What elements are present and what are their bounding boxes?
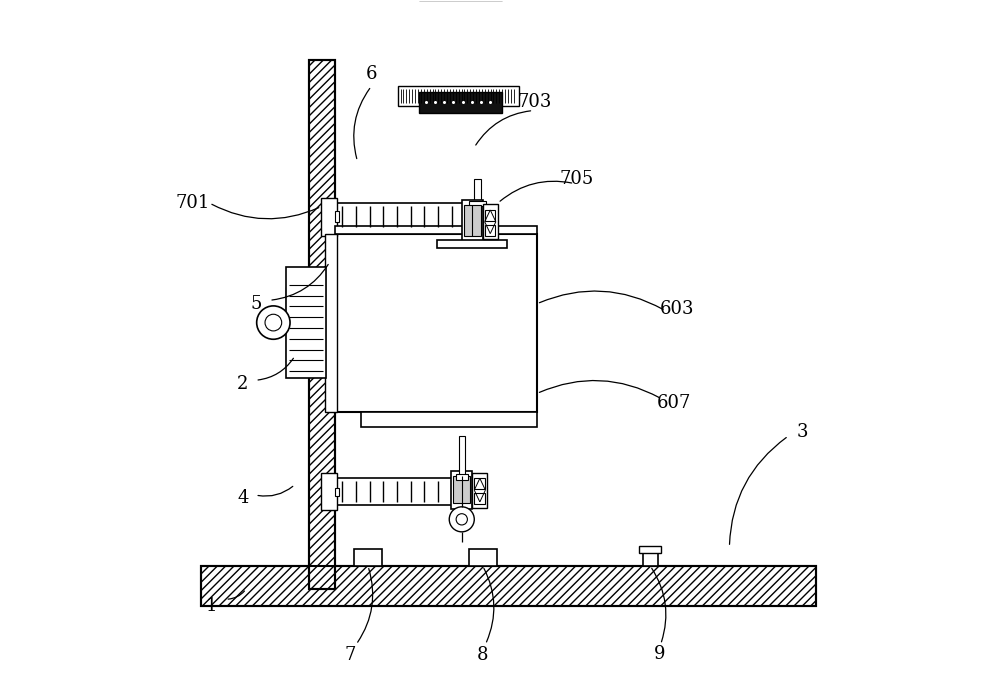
Bar [335,203,471,231]
Bar [485,210,495,221]
Circle shape [257,306,290,339]
Bar [335,211,339,223]
Text: 705: 705 [559,170,594,188]
Bar [459,436,465,477]
Bar [639,547,661,554]
Bar [474,493,485,504]
Text: 1: 1 [206,597,217,615]
Bar [335,235,537,412]
Bar [309,61,335,589]
Bar [464,205,481,236]
Bar [325,235,337,412]
Text: 607: 607 [657,394,691,413]
Bar [451,470,472,509]
Text: 8: 8 [477,646,488,664]
Bar [201,566,816,607]
Bar [462,200,483,242]
Circle shape [456,514,467,525]
Bar [335,488,339,496]
Circle shape [449,507,474,532]
Bar [485,225,495,236]
Bar [361,412,537,427]
Bar [286,288,335,362]
Bar [201,566,816,607]
Text: 9: 9 [654,644,666,662]
Text: 2: 2 [237,375,248,393]
Bar [419,91,502,112]
Bar [335,477,471,505]
Bar [456,474,468,480]
Bar [335,226,537,235]
Text: 603: 603 [660,299,695,318]
Bar [321,473,337,510]
Text: 3: 3 [797,424,808,441]
Text: 4: 4 [237,489,248,507]
Bar [483,205,498,239]
Text: 6: 6 [366,66,377,83]
Bar [286,267,326,378]
Bar [453,476,470,503]
Bar [474,478,485,489]
Bar [437,240,507,248]
Text: 7: 7 [345,646,356,664]
Bar [474,179,481,203]
Bar [321,198,337,236]
Bar [309,61,335,589]
Text: 701: 701 [176,194,210,212]
Bar [469,201,486,207]
Bar [643,554,658,566]
Bar [472,473,487,507]
Bar [354,549,382,566]
Text: 5: 5 [251,295,262,313]
Bar [398,87,519,105]
Bar [469,549,497,566]
Text: 703: 703 [518,94,552,111]
Circle shape [265,314,282,331]
